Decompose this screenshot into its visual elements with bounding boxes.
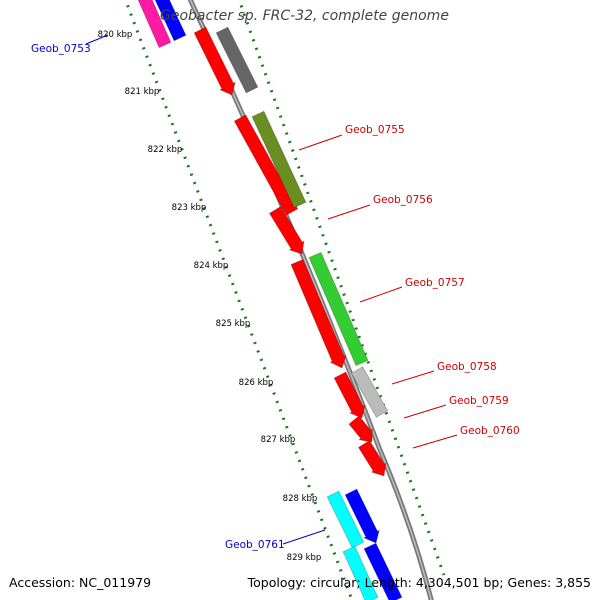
tick-label: 829 kbp — [287, 553, 322, 563]
gene-label-geob-0757[interactable]: Geob_0757 — [405, 277, 465, 289]
tick-dot-rings — [123, 0, 446, 600]
gene-label-geob-0761[interactable]: Geob_0761 — [225, 539, 285, 551]
tick-label: 825 kbp — [216, 319, 251, 329]
outer-tick-ring — [237, 0, 446, 576]
gene-label-geob-0753[interactable]: Geob_0753 — [31, 43, 91, 55]
gene-feature-gray-2 — [350, 366, 389, 418]
gene-label-geob-0755[interactable]: Geob_0755 — [345, 124, 405, 136]
leader-line-geob-0761 — [282, 529, 326, 545]
gene-feature-geob-0759 — [348, 415, 373, 443]
tick-label: 826 kbp — [239, 378, 274, 388]
gene-label-geob-0760[interactable]: Geob_0760 — [460, 425, 520, 437]
gene-feature-geob-0753 — [137, 0, 172, 49]
tick-label: 820 kbp — [98, 30, 133, 40]
gene-feature-gray-1 — [215, 26, 259, 94]
tick-label: 822 kbp — [148, 145, 183, 155]
gene-feature-geob-0761 — [326, 490, 365, 549]
tick-label: 824 kbp — [194, 261, 229, 271]
gene-feature-geob-0756 — [268, 206, 305, 255]
gene-feature-geob-0757 — [290, 258, 347, 369]
gene-feature-red-1 — [193, 26, 236, 96]
leader-line-geob-0759 — [403, 404, 447, 419]
genome-title: Geobacter sp. FRC-32, complete genome — [160, 8, 449, 24]
leader-line-geob-0756 — [327, 204, 371, 220]
gene-label-geob-0759[interactable]: Geob_0759 — [449, 395, 509, 407]
accession-text: Accession: NC_011979 — [9, 575, 152, 590]
genome-summary-text: Topology: circular; Length: 4,304,501 bp… — [247, 575, 591, 590]
gene-feature-blue-top — [154, 0, 187, 42]
tick-label: 823 kbp — [172, 203, 207, 213]
leader-line-geob-0753 — [85, 34, 109, 45]
gene-label-geob-0756[interactable]: Geob_0756 — [373, 194, 433, 206]
gene-label-geob-0758[interactable]: Geob_0758 — [437, 361, 497, 373]
tick-label: 821 kbp — [125, 87, 160, 97]
gene-features — [137, 0, 403, 600]
gene-feature-olive — [251, 110, 307, 209]
leader-line-geob-0760 — [412, 434, 458, 449]
gene-feature-green — [308, 251, 369, 367]
tick-label: 827 kbp — [261, 435, 296, 445]
position-ticks: 820 kbp 821 kbp 822 kbp 823 kbp 824 kbp 825 k… — [98, 30, 322, 563]
gene-feature-cyan-2 — [342, 545, 379, 600]
leader-line-geob-0758 — [391, 370, 435, 385]
gene-feature-geob-0760 — [357, 440, 387, 477]
gene-feature-geob-0758 — [333, 371, 366, 419]
gene-labels: Geob_0753 Geob_0755 Geob_0756 Geob_0757 Geob… — [31, 34, 520, 551]
gene-feature-blue-2 — [344, 488, 380, 544]
leader-line-geob-0757 — [359, 286, 403, 303]
leader-line-geob-0755 — [298, 134, 343, 151]
gene-feature-blue-3 — [363, 542, 403, 600]
gene-feature-geob-0755 — [233, 114, 299, 216]
tick-label: 828 kbp — [283, 494, 318, 504]
genome-backbone-highlight — [189, 0, 432, 600]
